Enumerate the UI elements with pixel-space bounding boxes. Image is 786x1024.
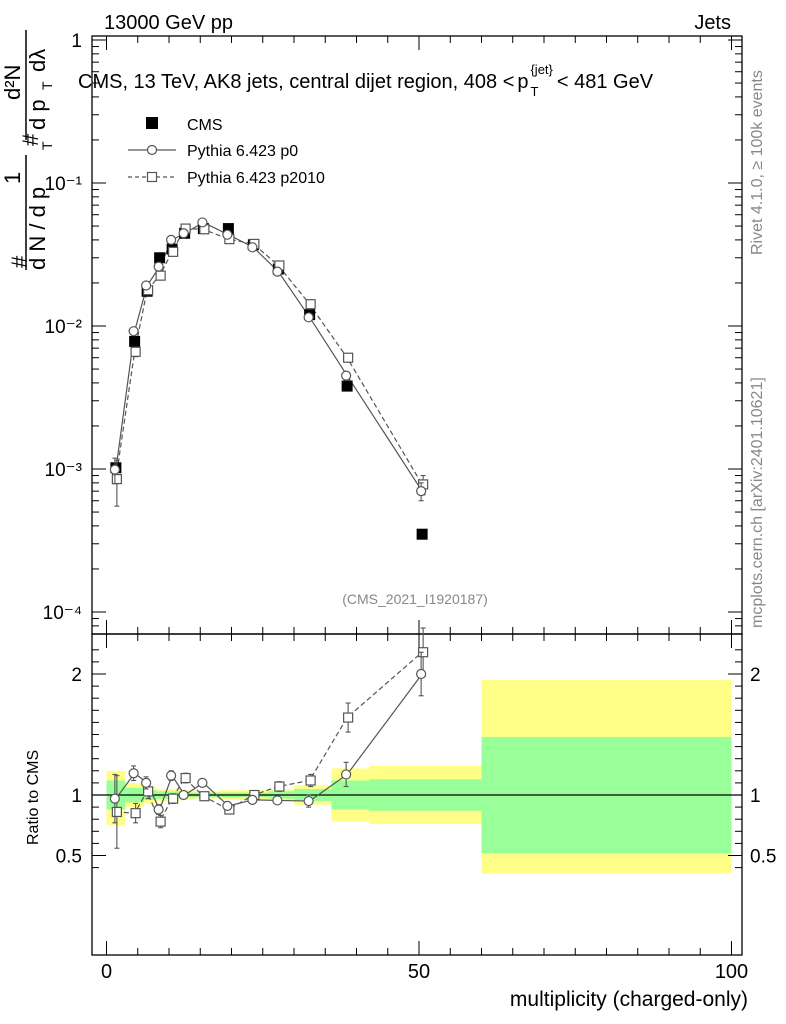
p0-ratio-point (128, 768, 139, 779)
title-sub: T (531, 84, 539, 99)
p0-point (141, 280, 152, 291)
x-tick-label: 100 (715, 961, 748, 983)
title-post: < 481 GeV (557, 71, 654, 93)
ylabel-dN: d N / d p (25, 187, 50, 270)
p2010-ratio-point (143, 786, 154, 797)
ylabel-T-2: T (39, 81, 55, 90)
cms-point (154, 252, 166, 264)
y-tick-label-ratio: 0.5 (56, 847, 82, 868)
p2010-ratio-point (343, 712, 354, 723)
header-right: Jets (694, 12, 731, 34)
header-left: 13000 GeV pp (104, 12, 233, 34)
p0-ratio-point (416, 668, 427, 680)
ylabel-dlam: dλ (25, 49, 50, 72)
legend-marker-p0 (146, 144, 158, 156)
p0-point (222, 229, 233, 240)
x-tick-label: 0 (101, 961, 112, 983)
y-tick-label-ratio: 1 (71, 786, 82, 807)
p2010-ratio-point (305, 775, 316, 786)
y-tick-label-ratio-right: 1 (750, 786, 761, 807)
ratio-panel: 0 50 100 0.5 0.5 1 1 2 2 (56, 627, 776, 983)
y-tick-label-ratio-right: 0.5 (750, 847, 776, 868)
y-tick-label-main: 10⁻⁴ (43, 603, 82, 624)
p2010-ratio-point (130, 808, 141, 819)
analysis-watermark: (CMS_2021_I1920187) (342, 591, 488, 607)
p0-point (247, 242, 258, 253)
chart-title: CMS, 13 TeV, AK8 jets, central dijet reg… (78, 62, 654, 99)
legend: CMS Pythia 6.423 p0 Pythia 6.423 p2010 (128, 117, 325, 187)
y-tick-label-main: 10⁻² (45, 317, 83, 338)
legend-marker-p2010 (146, 171, 158, 183)
ylabel-T-1: T (39, 141, 55, 150)
y-tick-label-main: 10⁻¹ (45, 174, 83, 195)
p0-ratio-point (197, 777, 208, 789)
ylabel-d2N: d²N (0, 65, 25, 100)
title-pre: CMS, 13 TeV, AK8 jets, central dijet reg… (78, 71, 514, 93)
p2010-point (343, 352, 354, 363)
legend-label-cms: CMS (187, 117, 223, 134)
y-tick-label-main: 1 (71, 31, 82, 52)
y-tick-label-ratio: 2 (71, 665, 82, 686)
legend-label-p0: Pythia 6.423 p0 (187, 143, 298, 160)
p2010-point (111, 473, 122, 485)
p0-ratio-point (303, 795, 314, 807)
svg-text:CMS, 13 TeV, AK8 jets, central: CMS, 13 TeV, AK8 jets, central dijet reg… (78, 62, 654, 99)
p0-point (109, 464, 120, 475)
x-axis-label: multiplicity (charged-only) (510, 988, 748, 1011)
p2010-point (130, 346, 141, 357)
p0-point (153, 261, 164, 272)
legend-marker-cms (146, 117, 158, 129)
p0-point (303, 312, 314, 323)
p0-ratio-point (166, 770, 177, 781)
p2010-point (155, 270, 166, 281)
ratio-y-label: Ratio to CMS (25, 750, 42, 845)
rivet-label: Rivet 4.1.0, ≥ 100k events (749, 70, 766, 255)
main-y-label: # 1 d N / d p T # d²N d p T dλ (0, 30, 55, 270)
p0-ratio-point (222, 800, 233, 811)
x-tick-label: 50 (408, 961, 430, 983)
p0-ratio-point (272, 795, 283, 806)
cms-point (129, 335, 141, 347)
mcplots-label: mcplots.cern.ch [arXiv:2401.10621] (749, 377, 766, 628)
p0-point (272, 266, 283, 277)
p0-ratio-point (341, 769, 352, 780)
p0-point (197, 217, 208, 228)
cms-point (341, 380, 353, 392)
p2010-ratio-point (199, 791, 210, 802)
p0-ratio-point (109, 793, 120, 804)
p0-ratio-point (247, 794, 258, 805)
p2010-ratio-point (111, 806, 122, 818)
cms-point (222, 223, 234, 235)
y-tick-label-main: 10⁻³ (45, 460, 83, 481)
p0-point (128, 326, 139, 337)
title-sup: {jet} (530, 62, 553, 77)
p2010-point (305, 299, 316, 310)
p2010-ratio-point (180, 772, 191, 784)
legend-label-p2010: Pythia 6.423 p2010 (187, 170, 325, 187)
title-p: p (517, 71, 528, 93)
p2010-ratio-point (274, 781, 285, 792)
ylabel-dpT: d p (25, 99, 50, 130)
p0-ratio-point (153, 804, 164, 815)
p0-point (416, 486, 427, 497)
p2010-ratio-point (155, 816, 166, 827)
y-tick-label-ratio-right: 2 (750, 665, 761, 686)
cms-point (416, 528, 428, 540)
p2010-ratio-point (168, 793, 179, 804)
p0-point (178, 228, 189, 239)
p0-ratio-point (178, 789, 189, 801)
ylabel-one: 1 (0, 172, 25, 184)
p2010-point (168, 246, 179, 257)
ylabel-hash-2: # (18, 133, 43, 146)
p0-point (166, 234, 177, 246)
p0-ratio-point (141, 777, 152, 789)
p0-point (341, 370, 352, 381)
